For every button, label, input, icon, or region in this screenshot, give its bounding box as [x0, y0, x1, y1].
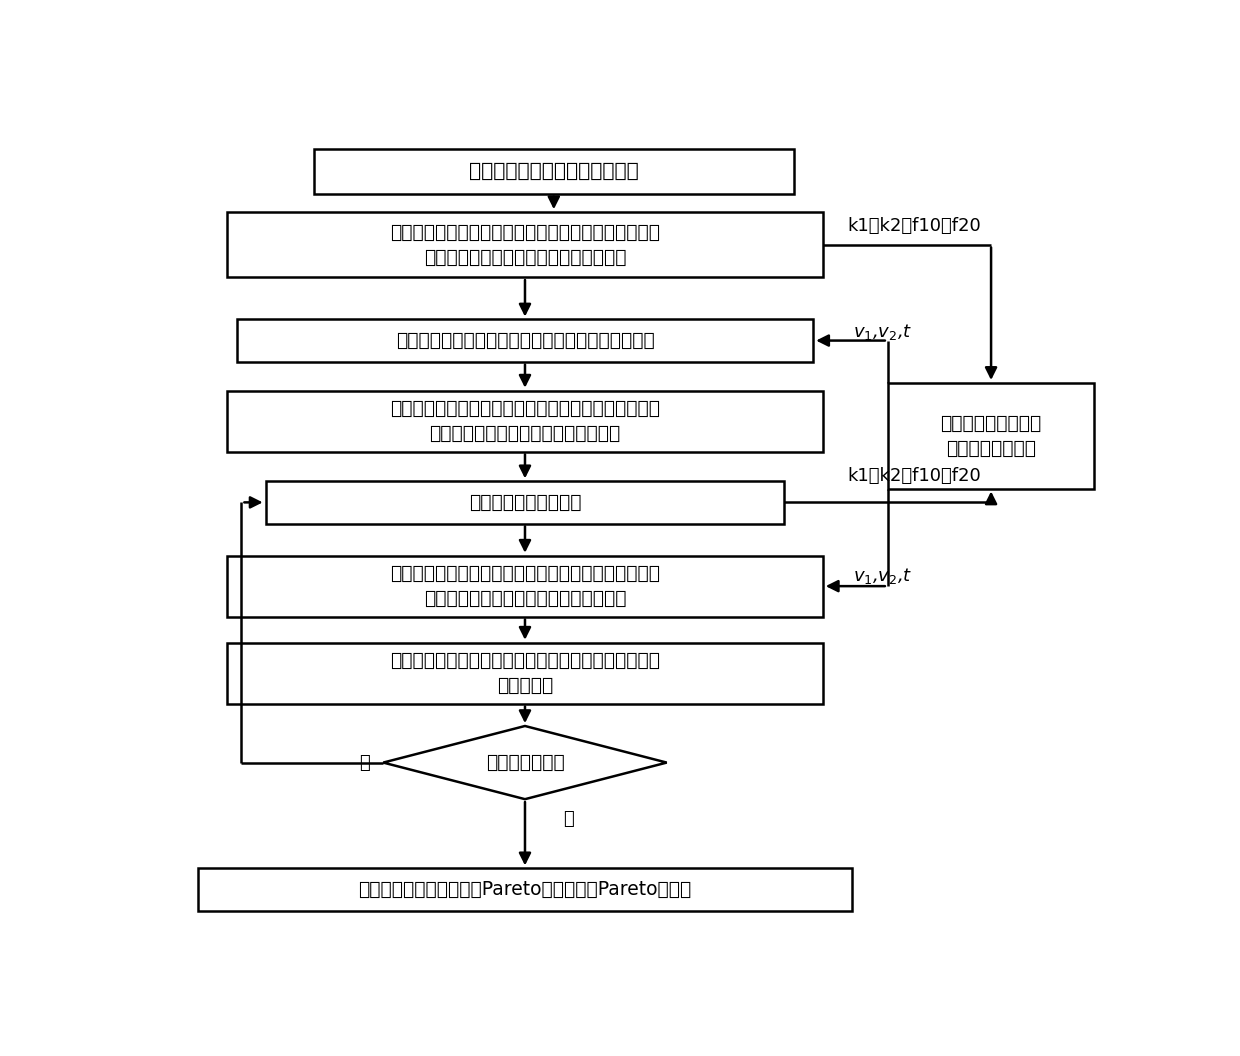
- Bar: [227, 391, 823, 452]
- Text: 初始化粒子种群，随机生成初始位置和初始速度，粒子
局部最优位置为初始位置，外部空间为空: 初始化粒子种群，随机生成初始位置和初始速度，粒子 局部最优位置为初始位置，外部空…: [391, 223, 660, 266]
- Bar: [888, 383, 1095, 489]
- Text: 若外部空间中个体数量超过预定容量，则删除适应度值
较小的个体: 若外部空间中个体数量超过预定容量，则删除适应度值 较小的个体: [391, 652, 660, 695]
- Bar: [237, 319, 813, 362]
- Text: $v_1$,$v_2$,$t$: $v_1$,$v_2$,$t$: [853, 322, 913, 342]
- Text: 计算外部空间中个体的适应度，将其按从大到小排列，
选取适应度最大的个体为全局最优位置: 计算外部空间中个体的适应度，将其按从大到小排列， 选取适应度最大的个体为全局最优…: [391, 399, 660, 444]
- Bar: [227, 643, 823, 703]
- Bar: [265, 482, 785, 524]
- Text: 计算粒子更新后的目标函数以更新粒子局部最优位置，
用当前粒子群中的非支配解更新外部空间: 计算粒子更新后的目标函数以更新粒子局部最优位置， 用当前粒子群中的非支配解更新外…: [391, 564, 660, 608]
- Text: 电磁机构动态特性计
算，特性参数提取: 电磁机构动态特性计 算，特性参数提取: [940, 414, 1042, 457]
- Bar: [227, 555, 823, 617]
- Text: 更新粒子的位置和速度: 更新粒子的位置和速度: [469, 493, 582, 512]
- Bar: [227, 212, 823, 277]
- Text: 计算每个粒子的目标函数，将非支配解存入外部空间: 计算每个粒子的目标函数，将非支配解存入外部空间: [396, 332, 655, 351]
- Bar: [314, 149, 794, 194]
- Text: 否: 否: [360, 754, 370, 772]
- Text: 停止搜索，外部空间即为Pareto最优解集（Pareto前沿）: 停止搜索，外部空间即为Pareto最优解集（Pareto前沿）: [358, 880, 692, 899]
- Text: k1、k2、f10、f20: k1、k2、f10、f20: [847, 216, 981, 234]
- Text: $v_1$,$v_2$,$t$: $v_1$,$v_2$,$t$: [853, 566, 913, 586]
- Bar: [198, 868, 852, 910]
- Text: 满足终止条件？: 满足终止条件？: [486, 753, 564, 772]
- Text: 是: 是: [563, 811, 574, 829]
- Text: 输入各优化参数及约束条件信息: 输入各优化参数及约束条件信息: [469, 162, 639, 181]
- Polygon shape: [383, 725, 667, 799]
- Text: k1、k2、f10、f20: k1、k2、f10、f20: [847, 468, 981, 486]
